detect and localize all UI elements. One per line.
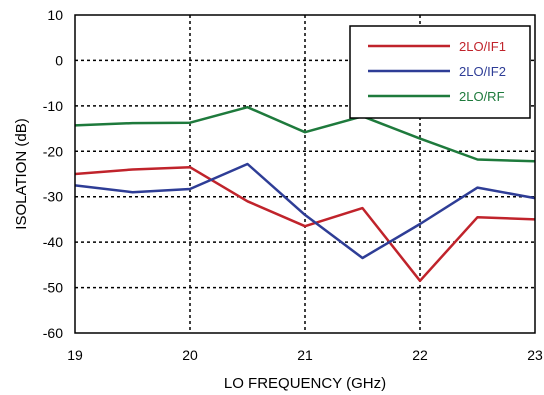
- y-tick-label: 10: [47, 7, 63, 23]
- y-axis-title: ISOLATION (dB): [13, 118, 30, 229]
- series-line-2lo-if2: [74, 162, 536, 260]
- legend-label: 2LO/RF: [459, 89, 505, 104]
- y-tick-label: -10: [43, 98, 63, 114]
- y-tick-label: -30: [43, 189, 63, 205]
- y-tick-label: -60: [43, 325, 63, 341]
- plot-frame: [74, 14, 536, 334]
- y-tick-label: -40: [43, 234, 63, 250]
- legend-label: 2LO/IF1: [459, 39, 506, 54]
- series-line-2lo-rf: [74, 105, 536, 163]
- x-tick-label: 19: [67, 347, 83, 363]
- y-tick-label: -50: [43, 280, 63, 296]
- series-line-2lo-if1: [74, 165, 536, 283]
- x-tick-label: 22: [412, 347, 428, 363]
- y-tick-label: 0: [55, 52, 63, 68]
- x-tick-label: 20: [182, 347, 198, 363]
- series-lines: [74, 105, 536, 283]
- y-tick-label: -20: [43, 143, 63, 159]
- legend: 2LO/IF1 2LO/IF2 2LO/RF: [349, 25, 531, 119]
- x-tick-label: 21: [297, 347, 313, 363]
- legend-label: 2LO/IF2: [459, 64, 506, 79]
- tick-labels: 19 20 21 22 23 10 0 -10 -20 -30 -40 -50 -60: [43, 7, 543, 363]
- x-tick-label: 23: [527, 347, 543, 363]
- x-axis-title: LO FREQUENCY (GHz): [224, 375, 386, 392]
